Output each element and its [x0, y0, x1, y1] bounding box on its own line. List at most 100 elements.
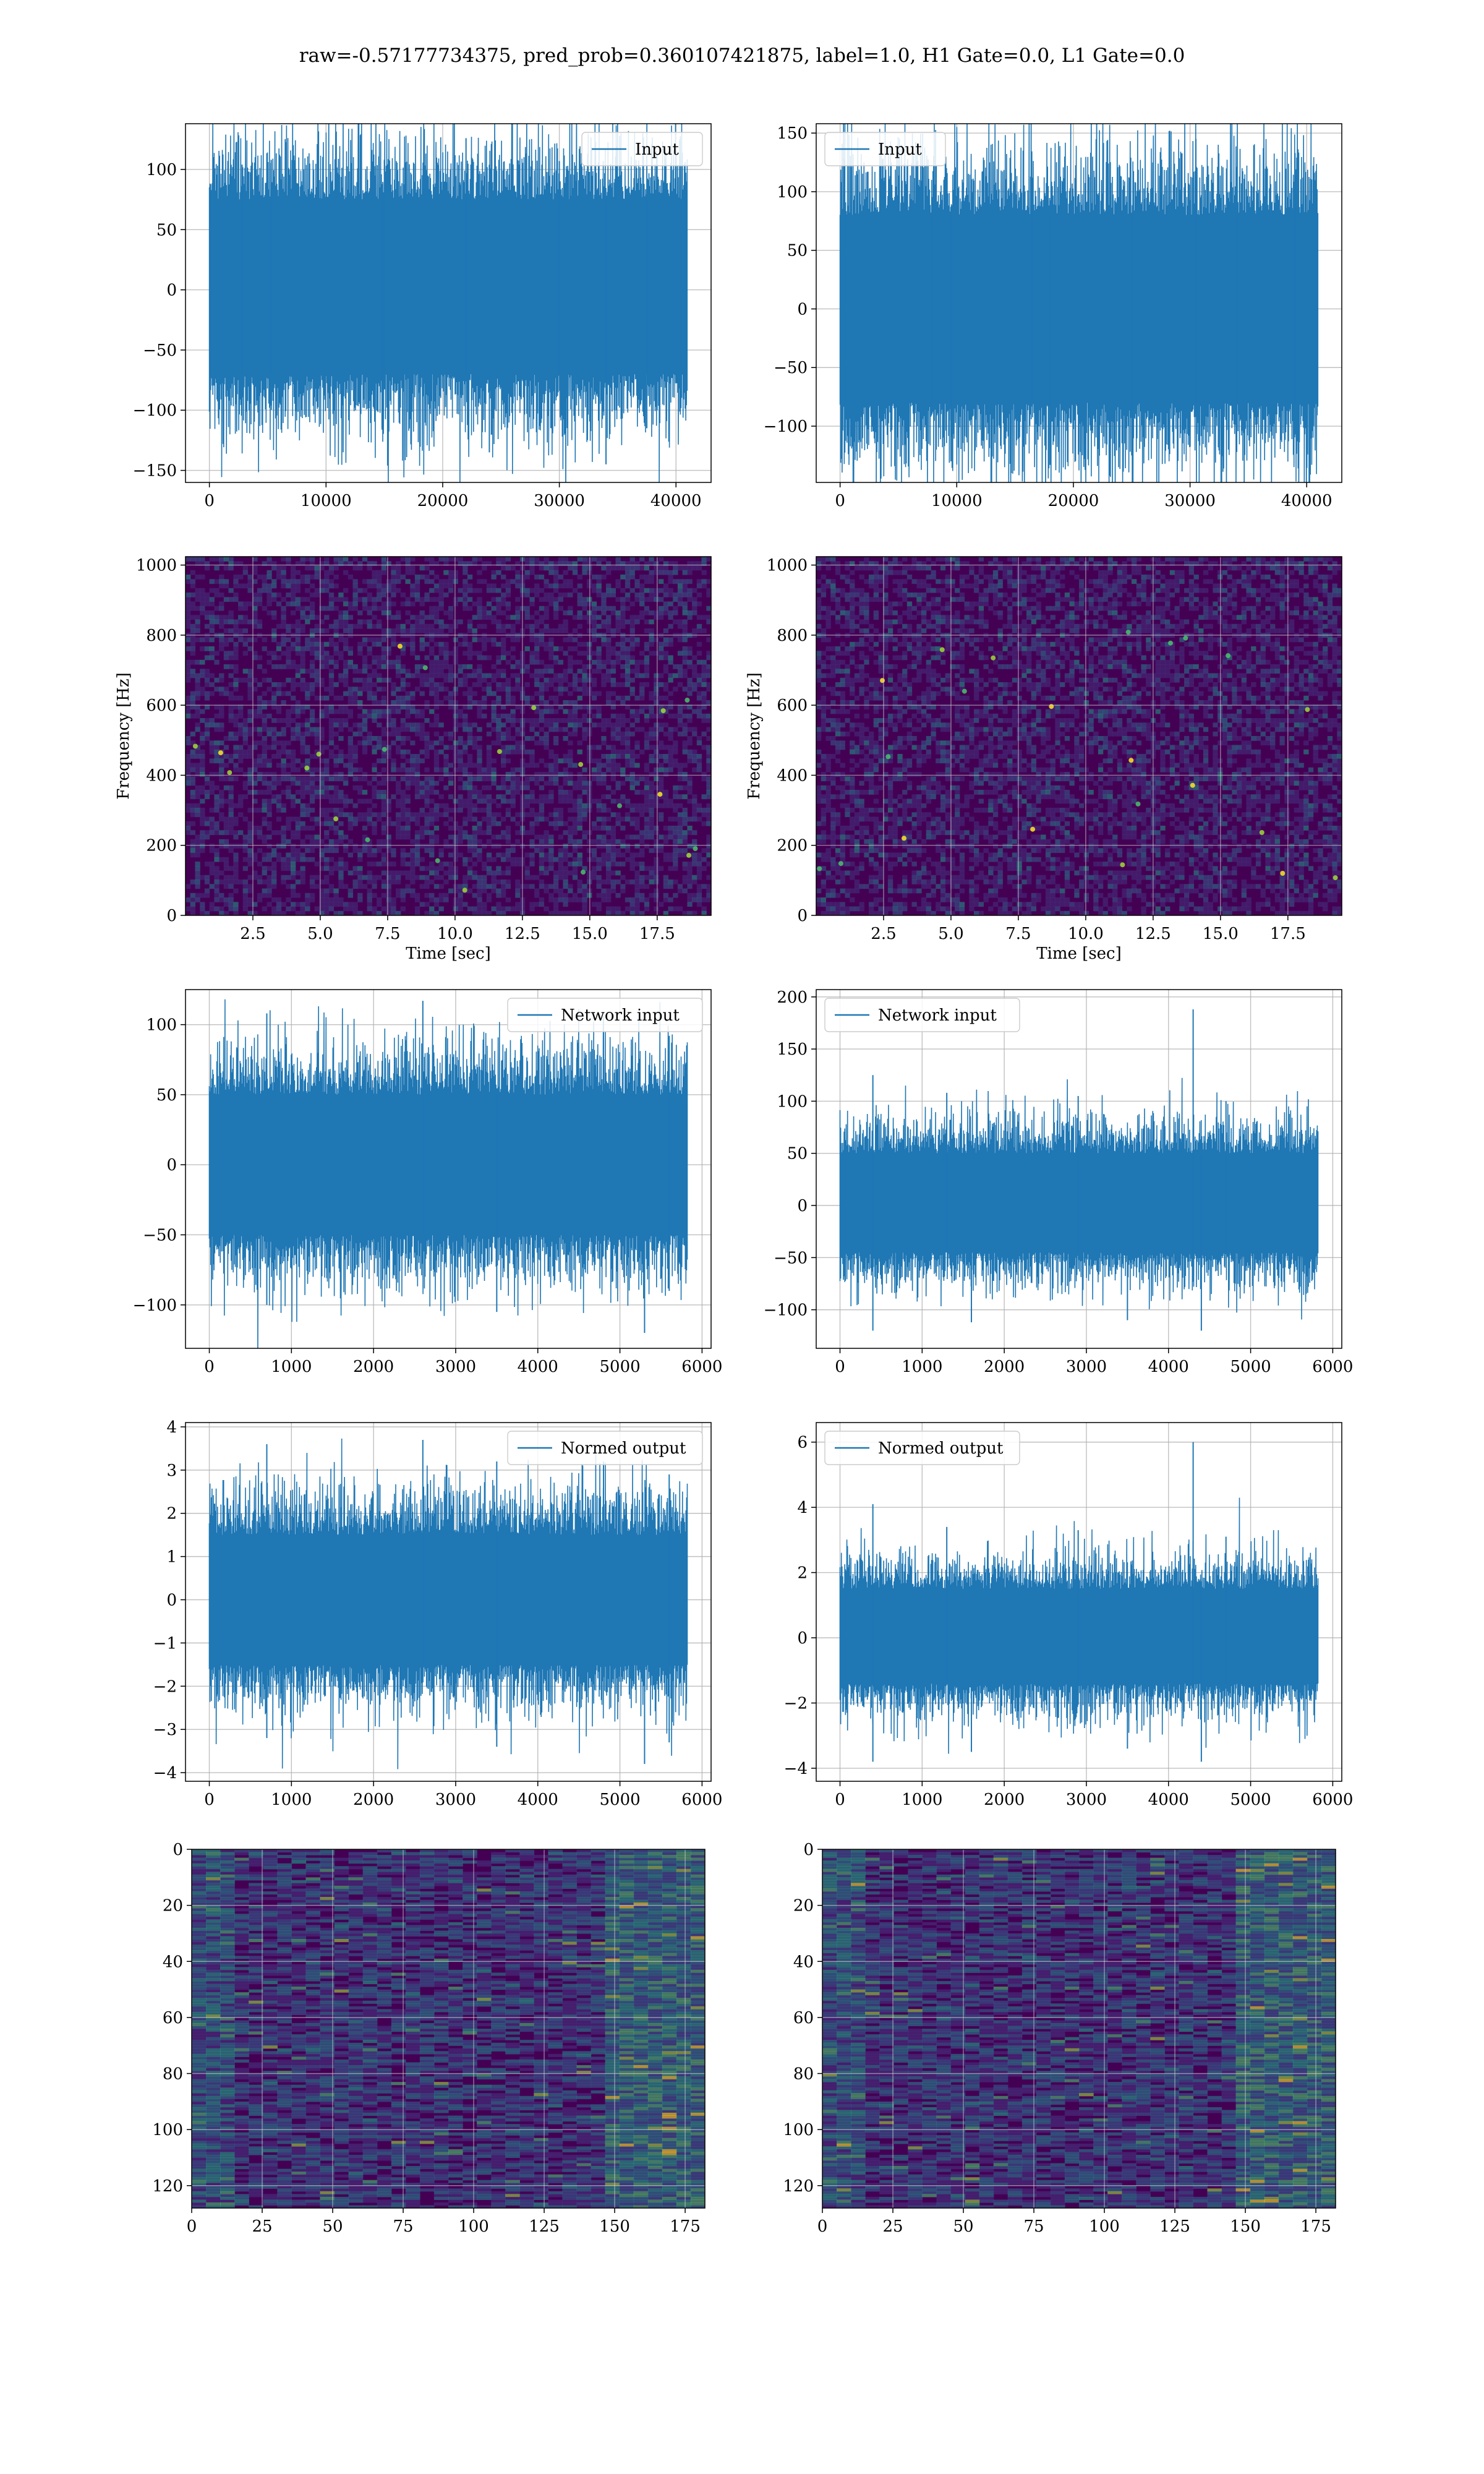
- heatmap-cell: [649, 826, 654, 831]
- heatmap-cell: [668, 798, 673, 804]
- heatmap-cell: [491, 583, 497, 589]
- heatmap-cell: [233, 646, 239, 651]
- heatmap-cell: [482, 888, 487, 894]
- heatmap-cell: [367, 583, 372, 589]
- heatmap-cell: [496, 597, 501, 602]
- heatmap-cell: [553, 601, 559, 607]
- heatmap-cell: [505, 776, 511, 782]
- heatmap-cell: [319, 646, 325, 651]
- heatmap-cell: [529, 570, 535, 575]
- heatmap-cell: [477, 798, 482, 804]
- heatmap-cell: [381, 606, 387, 611]
- heatmap-cell: [606, 866, 612, 871]
- heatmap-cell: [682, 704, 688, 710]
- heatmap-cell: [372, 575, 377, 580]
- heatmap-cell: [544, 852, 549, 858]
- heatmap-cell: [433, 673, 440, 678]
- heatmap-cell: [501, 749, 506, 755]
- heatmap-cell: [644, 713, 650, 719]
- heatmap-cell: [200, 610, 205, 615]
- heatmap-cell: [634, 888, 640, 894]
- heatmap-cell: [362, 619, 368, 625]
- heatmap-cell: [338, 870, 344, 876]
- heatmap-cell: [200, 736, 205, 741]
- heatmap-cell: [663, 709, 668, 714]
- heatmap-cell: [610, 852, 616, 858]
- heatmap-cell: [333, 758, 339, 764]
- heatmap-cell: [214, 888, 220, 894]
- heatmap-cell: [214, 727, 220, 732]
- y-tick-label: 0: [797, 300, 808, 319]
- heatmap-cell: [328, 691, 335, 696]
- heatmap-cell: [400, 798, 406, 804]
- heatmap-cell: [247, 884, 253, 889]
- heatmap-cell: [314, 646, 320, 651]
- heatmap-cell: [524, 803, 530, 808]
- heatmap-cell: [195, 875, 200, 880]
- heatmap-cell: [291, 870, 296, 876]
- heatmap-cell: [333, 641, 339, 647]
- heatmap-cell: [606, 641, 612, 647]
- heatmap-cell: [629, 655, 635, 661]
- heatmap-cell: [328, 897, 335, 902]
- heatmap-cell: [639, 588, 645, 593]
- heatmap-cell: [424, 673, 430, 678]
- heatmap-cell: [228, 884, 234, 889]
- heatmap-cell: [333, 897, 339, 902]
- heatmap-cell: [505, 718, 511, 723]
- heatmap-cell: [625, 727, 631, 732]
- heatmap-cell: [200, 798, 205, 804]
- heatmap-cell: [352, 848, 358, 854]
- heatmap-cell: [687, 776, 693, 782]
- heatmap-cell: [644, 646, 650, 651]
- heatmap-cell: [706, 579, 711, 584]
- heatmap-cell: [687, 880, 693, 884]
- heatmap-cell: [548, 821, 554, 826]
- heatmap-cell: [281, 606, 286, 611]
- heatmap-cell: [223, 583, 229, 589]
- heatmap-cell: [654, 687, 659, 692]
- heatmap-cell: [568, 565, 573, 571]
- heatmap-cell: [195, 561, 200, 567]
- heatmap-cell: [219, 623, 224, 629]
- heatmap-cell: [606, 844, 612, 849]
- heatmap-cell: [572, 565, 578, 571]
- heatmap-cell: [233, 763, 239, 768]
- heatmap-cell: [596, 669, 602, 674]
- heatmap-cell: [601, 862, 607, 867]
- heatmap-cell: [352, 664, 358, 669]
- heatmap-cell: [357, 677, 363, 683]
- heatmap-cell: [267, 888, 272, 894]
- heatmap-cell: [295, 767, 301, 773]
- heatmap-cell: [286, 691, 291, 696]
- heatmap-cell: [696, 651, 702, 656]
- heatmap-cell: [548, 593, 554, 597]
- heatmap-cell: [668, 857, 673, 862]
- heatmap-cell: [195, 767, 200, 773]
- heatmap-cell: [515, 812, 521, 818]
- heatmap-cell: [438, 557, 444, 562]
- heatmap-cell: [706, 619, 711, 625]
- heatmap-cell: [448, 610, 454, 615]
- heatmap-cell: [706, 884, 711, 889]
- heatmap-cell: [486, 897, 492, 902]
- heatmap-cell: [501, 785, 506, 790]
- heatmap-cell: [381, 664, 387, 669]
- heatmap-cell: [692, 794, 697, 800]
- heatmap-cell: [544, 687, 549, 692]
- heatmap-cell: [257, 880, 263, 884]
- heatmap-cell: [458, 852, 463, 858]
- heatmap-cell: [262, 704, 267, 710]
- heatmap-cell: [429, 606, 435, 611]
- heatmap-cell: [453, 870, 458, 876]
- heatmap-cell: [577, 623, 582, 629]
- heatmap-cell: [534, 902, 540, 907]
- heatmap-cell: [458, 749, 463, 755]
- heatmap-cell: [433, 910, 440, 915]
- heatmap-cell: [529, 628, 535, 633]
- heatmap-cell: [482, 830, 487, 836]
- heatmap-cell: [262, 834, 267, 840]
- heatmap-cell: [348, 763, 353, 768]
- heatmap-cell: [200, 808, 205, 813]
- heatmap-cell: [228, 816, 234, 822]
